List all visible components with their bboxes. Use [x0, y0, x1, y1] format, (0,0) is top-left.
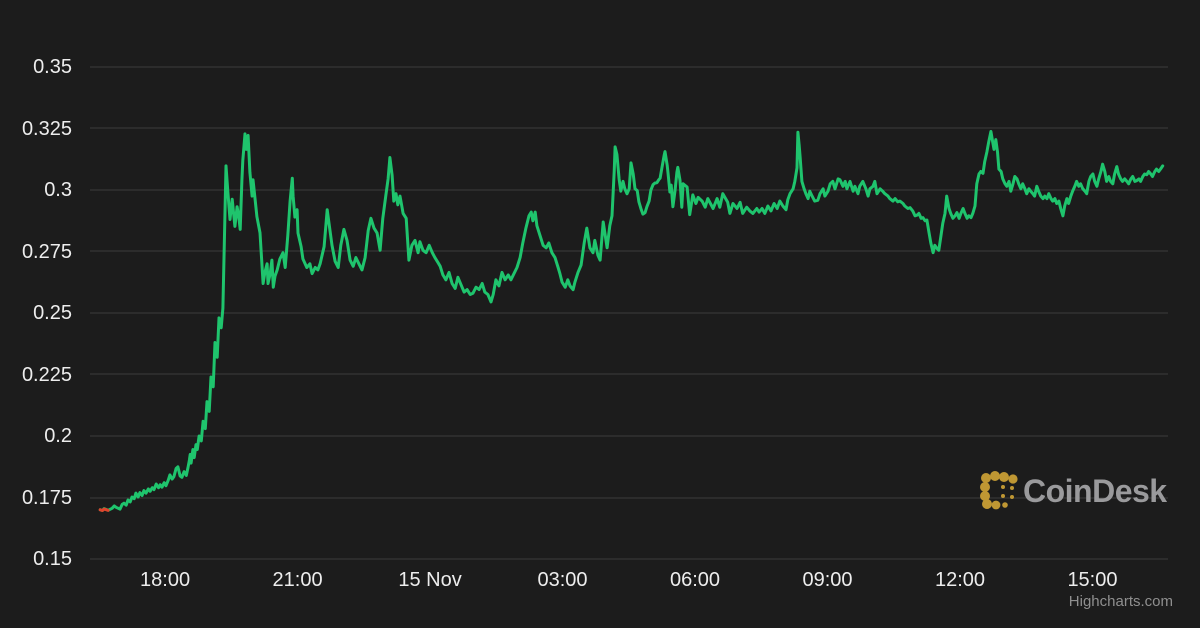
x-axis-label: 15 Nov	[398, 569, 462, 591]
gridlines	[90, 66, 1168, 560]
y-axis-label: 0.3	[44, 179, 72, 201]
x-axis-label: 15:00	[1067, 569, 1118, 591]
highcharts-credit[interactable]: Highcharts.com	[1068, 593, 1173, 610]
x-axis-label: 18:00	[140, 569, 191, 591]
x-axis-label: 09:00	[802, 569, 853, 591]
x-axis-label: 21:00	[272, 569, 323, 591]
y-axis-label: 0.225	[21, 363, 72, 386]
y-axis-label: 0.25	[33, 302, 72, 324]
y-axis-label: 0.175	[21, 486, 72, 509]
x-axis-label: 03:00	[537, 569, 588, 591]
x-axis-label: 06:00	[669, 569, 721, 591]
coindesk-watermark: CoinDesk	[980, 470, 1167, 512]
price-series	[98, 130, 1165, 512]
y-axis-label: 0.35	[33, 56, 72, 78]
y-axis-label: 0.275	[21, 240, 72, 263]
coindesk-logo-icon	[980, 471, 1018, 510]
y-axis-label: 0.2	[44, 425, 72, 447]
price-line	[98, 130, 1165, 512]
price-line-start-segment	[98, 507, 110, 512]
y-axis-label: 0.325	[21, 117, 72, 140]
x-axis-label: 12:00	[934, 569, 986, 591]
y-axis-label: 0.15	[33, 548, 72, 570]
coindesk-logo-text: CoinDesk	[1023, 473, 1167, 509]
